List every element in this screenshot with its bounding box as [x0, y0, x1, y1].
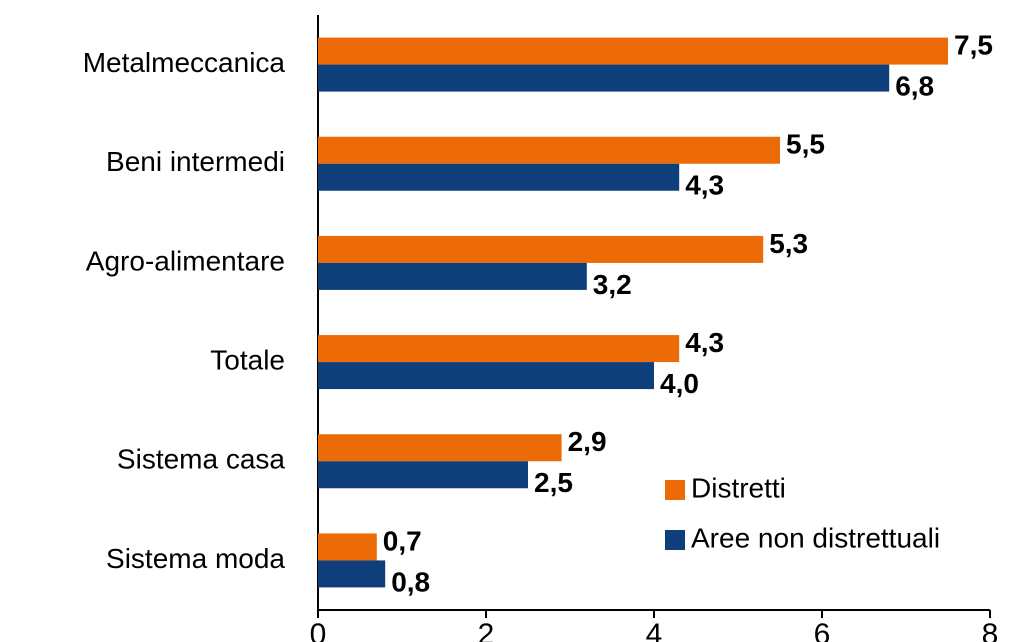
bar	[318, 64, 890, 92]
legend-swatch	[665, 530, 685, 550]
y-tick-label: Sistema moda	[106, 543, 285, 574]
bar	[318, 434, 562, 462]
value-label: 2,9	[568, 426, 607, 457]
value-label: 6,8	[895, 70, 934, 101]
x-tick-label: 2	[478, 618, 495, 642]
value-label: 4,3	[685, 170, 724, 201]
value-label: 4,3	[685, 327, 724, 358]
bar	[318, 163, 680, 191]
x-tick-label: 4	[646, 618, 663, 642]
x-tick-label: 8	[982, 618, 999, 642]
bar	[318, 335, 680, 363]
bar	[318, 262, 587, 290]
bar	[318, 461, 528, 489]
x-tick-label: 0	[310, 618, 327, 642]
y-tick-label: Agro-alimentare	[86, 245, 285, 276]
bar	[318, 362, 654, 390]
x-tick-label: 6	[814, 618, 831, 642]
bar	[318, 560, 386, 588]
value-label: 3,2	[593, 269, 632, 300]
bar	[318, 136, 780, 164]
value-label: 4,0	[660, 368, 699, 399]
value-label: 7,5	[954, 29, 993, 60]
y-tick-label: Sistema casa	[117, 444, 285, 475]
value-label: 2,5	[534, 467, 573, 498]
value-label: 5,5	[786, 129, 825, 160]
y-tick-label: Totale	[210, 344, 285, 375]
y-tick-label: Metalmeccanica	[83, 47, 286, 78]
legend-label: Aree non distrettuali	[691, 522, 940, 553]
legend-label: Distretti	[691, 472, 786, 503]
bar	[318, 37, 948, 65]
value-label: 5,3	[769, 228, 808, 259]
bar	[318, 533, 377, 561]
legend-swatch	[665, 480, 685, 500]
y-tick-label: Beni intermedi	[106, 146, 285, 177]
value-label: 0,8	[391, 566, 430, 597]
value-label: 0,7	[383, 525, 422, 556]
bar	[318, 235, 764, 263]
